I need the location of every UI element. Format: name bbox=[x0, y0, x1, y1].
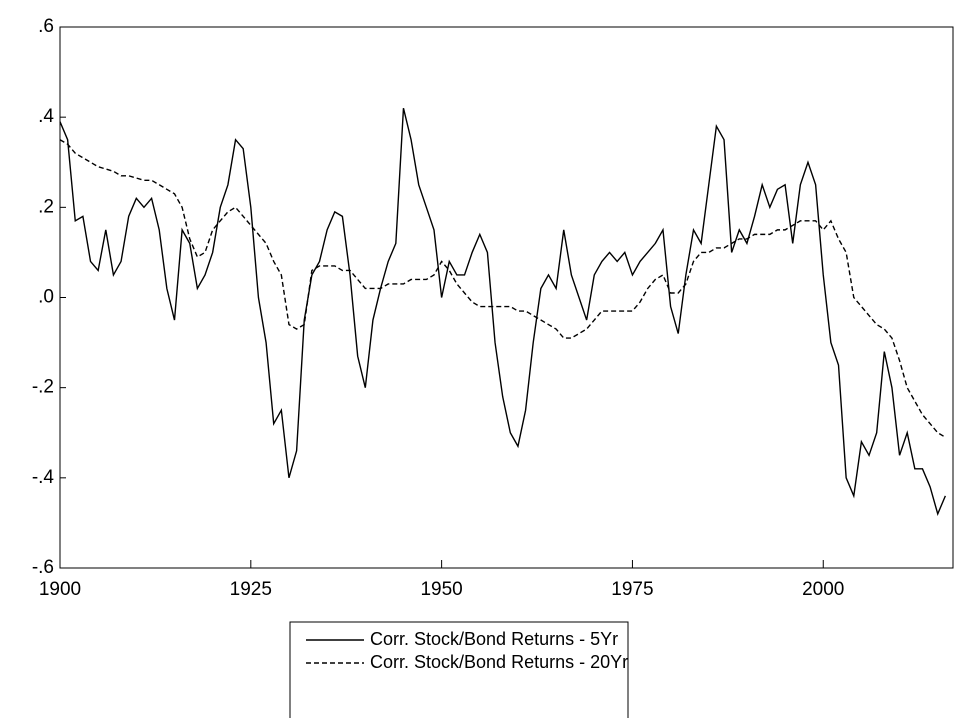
plot-frame bbox=[59, 26, 954, 569]
x-tick-label: 1950 bbox=[420, 579, 462, 600]
y-tick-label: -.6 bbox=[32, 557, 54, 578]
y-tick-label: -.4 bbox=[32, 467, 55, 488]
y-tick-label: .6 bbox=[38, 16, 54, 37]
y-tick-label: .2 bbox=[38, 196, 54, 217]
series-line bbox=[59, 139, 946, 438]
legend-label: Corr. Stock/Bond Returns - 5Yr bbox=[370, 629, 618, 649]
series-line bbox=[59, 107, 947, 517]
y-tick-label: .0 bbox=[38, 287, 54, 308]
x-tick-label: 1900 bbox=[39, 579, 81, 600]
y-tick-label: -.2 bbox=[32, 377, 54, 398]
x-tick-label: 1925 bbox=[230, 579, 272, 600]
y-tick-label: .4 bbox=[38, 106, 54, 127]
legend-label: Corr. Stock/Bond Returns - 20Yr bbox=[370, 652, 628, 672]
x-tick-label: 1975 bbox=[611, 579, 653, 600]
x-tick-label: 2000 bbox=[802, 579, 844, 600]
legend-box bbox=[289, 621, 629, 718]
